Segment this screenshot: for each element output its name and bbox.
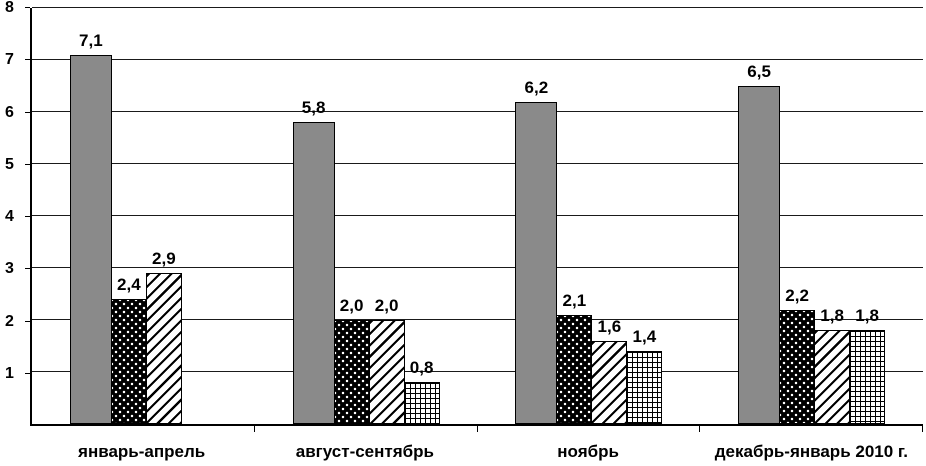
bar-diagonal-hatch: [145, 273, 182, 424]
bar-value-label: 5,8: [301, 98, 326, 117]
bar-group: 6,2 2,1 1,6 1,4: [478, 8, 701, 424]
bar-value-label: 6,5: [747, 62, 771, 81]
bar-group: 6,5 2,2 1,8 1,8: [700, 8, 923, 424]
bar-value-label: 2,2: [785, 286, 809, 305]
bar-value-label: 2,0: [374, 296, 399, 315]
bar-group: 7,1 2,4 2,9: [32, 8, 255, 424]
bar-value-label: 2,0: [339, 296, 364, 315]
y-axis-tick-label: 8: [5, 0, 14, 16]
gridline: [32, 215, 923, 216]
bar-solid-gray: [292, 122, 335, 424]
bar-value-label: 2,9: [152, 249, 176, 268]
y-axis: 1 2 3 4 5 6 7 8: [0, 0, 30, 426]
y-axis-tick-label: 2: [5, 312, 14, 330]
gridline: [32, 371, 923, 372]
y-axis-tick: [25, 216, 30, 217]
x-axis-tick: [253, 424, 255, 432]
bar-diagonal-hatch: [814, 330, 851, 424]
x-axis-label: январь-апрель: [78, 442, 206, 461]
bar-diagonal-hatch: [591, 341, 628, 424]
x-axis-label: ноябрь: [557, 442, 619, 461]
bar-black-speckled: [556, 315, 593, 424]
bar-value-label: 2,4: [117, 275, 141, 294]
x-axis-tick: [699, 424, 701, 432]
bar-value-label: 1,8: [820, 306, 844, 325]
bar-black-speckled: [110, 299, 147, 424]
bar-diagonal-hatch: [368, 320, 405, 424]
bar-value-label: 1,8: [855, 306, 879, 325]
gridline: [32, 7, 923, 8]
y-axis-tick-label: 6: [5, 103, 14, 121]
bar-value-label: 6,2: [524, 78, 549, 97]
bar-value-label: 0,8: [409, 358, 434, 377]
bar-cross-hatch: [626, 351, 663, 424]
x-axis-tick: [476, 424, 478, 432]
bar-black-speckled: [333, 320, 370, 424]
y-axis-tick-label: 5: [5, 155, 14, 173]
gridline: [32, 59, 923, 60]
y-axis-tick: [25, 59, 30, 61]
x-axis-tick: [922, 424, 923, 432]
bar-cross-hatch: [403, 382, 440, 424]
y-axis-tick: [25, 320, 30, 322]
bar-solid-gray: [738, 86, 781, 424]
bar-solid-gray: [515, 102, 558, 424]
bar-value-label: 2,1: [562, 291, 587, 310]
bar-value-label: 1,4: [632, 327, 657, 346]
y-axis-tick-label: 1: [5, 364, 14, 382]
plot-area: 7,1 2,4 2,9 5,8 2,0 2,0 0,8 6,2 2,1 1,6 1,4 6,5 2,2 1…: [30, 7, 923, 432]
x-axis-label: декабрь-январь 2010 г.: [714, 442, 909, 461]
y-axis-tick-label: 7: [5, 51, 14, 69]
y-axis-tick: [25, 268, 30, 270]
x-axis-labels: январь-апрель август-сентябрь ноябрь дек…: [30, 436, 923, 464]
gridline: [32, 319, 923, 320]
y-axis-tick: [25, 163, 30, 165]
bar-value-label: 7,1: [79, 31, 103, 50]
y-axis-tick-label: 3: [5, 260, 14, 278]
gridline: [32, 111, 923, 112]
x-axis-label: август-сентябрь: [295, 442, 434, 461]
y-axis-tick-label: 4: [5, 208, 14, 225]
y-axis-tick: [25, 372, 30, 374]
y-axis-tick: [25, 111, 30, 113]
bar-group: 5,8 2,0 2,0 0,8: [255, 8, 478, 424]
gridline: [32, 163, 923, 164]
bar-solid-gray: [69, 55, 112, 424]
bar-black-speckled: [779, 310, 816, 424]
y-axis-tick: [25, 7, 30, 8]
bar-value-label: 1,6: [597, 317, 622, 336]
gridline: [32, 267, 923, 268]
bar-cross-hatch: [849, 330, 886, 424]
